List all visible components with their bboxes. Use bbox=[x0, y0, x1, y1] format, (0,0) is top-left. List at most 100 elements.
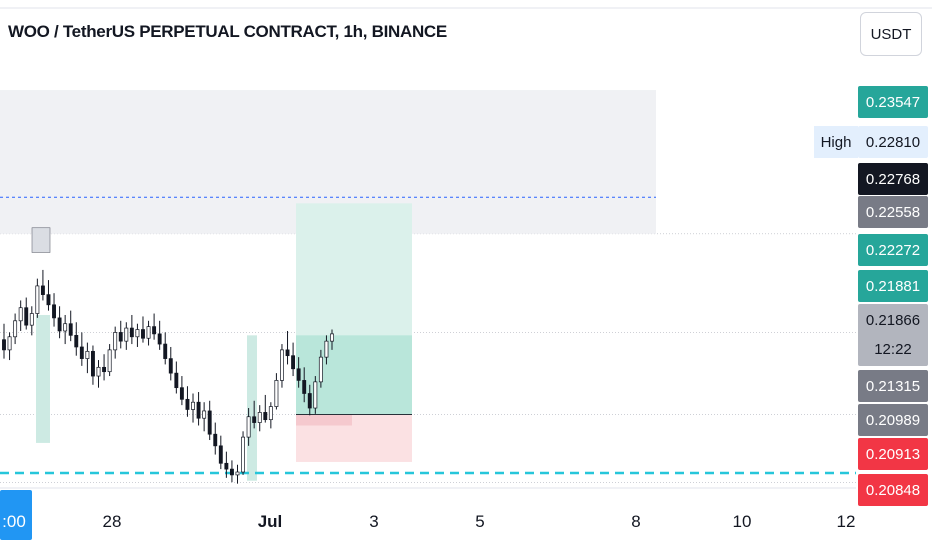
price-label-bg bbox=[858, 370, 928, 402]
candle-body bbox=[263, 412, 268, 421]
candle-body bbox=[118, 332, 123, 342]
marker-box bbox=[31, 227, 51, 253]
x-tick-label: 3 bbox=[369, 512, 378, 531]
candle-body bbox=[174, 372, 179, 389]
candle-body bbox=[107, 349, 112, 373]
price-label: 0.22558 bbox=[866, 204, 920, 221]
candle-body bbox=[218, 445, 223, 464]
x-cursor-label-bg bbox=[0, 490, 32, 540]
candle-body bbox=[40, 285, 45, 295]
candle-body bbox=[185, 398, 190, 410]
x-tick-label: 12 bbox=[837, 512, 856, 531]
candle-body bbox=[7, 336, 12, 351]
candle-body bbox=[191, 401, 195, 410]
candle-body bbox=[202, 410, 207, 419]
high-tag-bg bbox=[814, 126, 858, 158]
trade-highlight bbox=[247, 335, 257, 481]
candle-body bbox=[318, 356, 323, 383]
candle-body bbox=[307, 393, 312, 409]
price-label-bg bbox=[858, 304, 928, 366]
candle-body bbox=[296, 368, 301, 381]
price-label-bg bbox=[858, 234, 928, 266]
candle-body bbox=[13, 320, 18, 338]
x-tick-label: :00 bbox=[2, 512, 26, 531]
price-label-bg bbox=[858, 474, 928, 506]
candle-body bbox=[63, 323, 68, 332]
candle-body bbox=[74, 334, 79, 348]
candle-body bbox=[52, 304, 56, 319]
x-tick-label: 28 bbox=[103, 512, 122, 531]
price-label: 0.20848 bbox=[866, 482, 920, 499]
candle-body bbox=[274, 380, 279, 407]
candle-body bbox=[152, 326, 157, 335]
price-label: 0.22768 bbox=[866, 171, 920, 188]
candle-body bbox=[85, 350, 90, 359]
x-tick-label: 10 bbox=[733, 512, 752, 531]
candle-body bbox=[241, 436, 246, 473]
price-label: 0.22810 bbox=[866, 134, 920, 151]
x-tick-label: Jul bbox=[258, 512, 283, 531]
candle-body bbox=[224, 462, 229, 470]
candle-body bbox=[324, 340, 329, 358]
candle-body bbox=[302, 380, 307, 394]
candle-body bbox=[252, 416, 257, 423]
candle-body bbox=[35, 285, 40, 314]
price-label-bg bbox=[858, 163, 928, 195]
high-tag-label: High bbox=[821, 134, 852, 151]
candle-body bbox=[96, 366, 101, 377]
x-tick-label: 8 bbox=[631, 512, 640, 531]
price-label-bg bbox=[858, 196, 928, 228]
candle-body bbox=[291, 355, 296, 370]
candle-body bbox=[235, 471, 240, 476]
long-stop-filled bbox=[296, 414, 352, 426]
candle-body bbox=[213, 433, 218, 447]
price-label-bg bbox=[858, 404, 928, 436]
price-label: 0.20989 bbox=[866, 412, 920, 429]
price-label: 0.21881 bbox=[866, 278, 920, 295]
price-label-bg bbox=[858, 86, 928, 118]
trade-highlight bbox=[36, 314, 50, 443]
candle-body bbox=[68, 323, 73, 336]
countdown-label: 12:22 bbox=[874, 341, 912, 358]
price-label: 0.21315 bbox=[866, 378, 920, 395]
candle-body bbox=[280, 349, 284, 381]
candle-body bbox=[330, 333, 334, 342]
candle-body bbox=[46, 294, 51, 306]
price-label: 0.22272 bbox=[866, 242, 920, 259]
price-label: 0.20913 bbox=[866, 446, 920, 463]
price-label: 0.23547 bbox=[866, 94, 920, 111]
price-label-bg bbox=[858, 270, 928, 302]
candle-body bbox=[257, 412, 262, 423]
x-tick-label: 5 bbox=[475, 512, 484, 531]
candle-body bbox=[24, 307, 29, 326]
candle-body bbox=[285, 349, 290, 357]
price-label-bg bbox=[858, 438, 928, 470]
candle-body bbox=[57, 317, 62, 332]
currency-button[interactable]: USDT bbox=[860, 12, 922, 56]
candle-body bbox=[196, 401, 201, 419]
candle-body bbox=[268, 406, 273, 421]
candle-body bbox=[2, 339, 6, 351]
price-label-bg bbox=[858, 126, 928, 158]
candle-body bbox=[102, 366, 107, 373]
candle-body bbox=[18, 307, 23, 322]
candle-body bbox=[29, 313, 34, 326]
chart-title: WOO / TetherUS PERPETUAL CONTRACT, 1h, B… bbox=[8, 22, 447, 41]
candle-body bbox=[146, 326, 151, 339]
candle-body bbox=[141, 329, 145, 339]
candle-body bbox=[163, 343, 168, 359]
candle-body bbox=[157, 333, 162, 345]
candle-body bbox=[313, 381, 318, 409]
candle-body bbox=[207, 410, 212, 435]
candle-body bbox=[113, 332, 118, 351]
candle-body bbox=[135, 329, 140, 338]
candle-body bbox=[124, 327, 129, 342]
candle-body bbox=[168, 358, 173, 374]
candle-body bbox=[179, 387, 184, 400]
price-label: 0.21866 bbox=[866, 312, 920, 329]
candle-body bbox=[79, 346, 84, 359]
candle-body bbox=[246, 416, 251, 438]
candle-body bbox=[229, 468, 234, 476]
